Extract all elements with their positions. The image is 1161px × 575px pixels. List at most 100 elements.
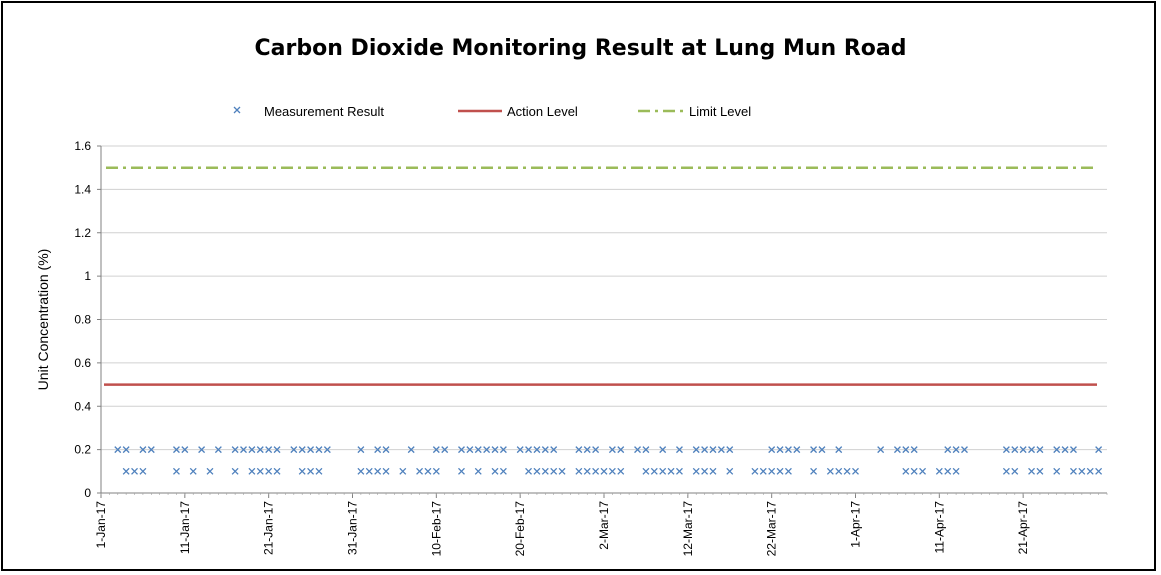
y-axis-label: Unit Concentration (%) (35, 249, 51, 391)
x-tick-label: 21-Apr-17 (1016, 501, 1030, 555)
measurement-point (365, 467, 373, 475)
measurement-point (139, 467, 147, 475)
measurement-point (1011, 446, 1019, 454)
measurement-point (256, 467, 264, 475)
measurement-point (265, 467, 273, 475)
measurement-point (759, 467, 767, 475)
measurement-point (810, 446, 818, 454)
measurement-point (583, 467, 591, 475)
measurement-point (776, 446, 784, 454)
measurement-point (541, 446, 549, 454)
measurement-point (399, 467, 407, 475)
measurement-point (525, 467, 533, 475)
measurement-point (692, 467, 700, 475)
measurement-point (466, 446, 474, 454)
measurement-point (1036, 446, 1044, 454)
measurement-point (131, 467, 138, 475)
y-tick-label: 1 (84, 269, 91, 283)
x-tick-label: 31-Jan-17 (346, 501, 360, 555)
measurement-point (826, 467, 834, 475)
measurement-point (835, 467, 843, 475)
measurement-point (122, 467, 130, 475)
measurement-point (189, 467, 197, 475)
measurement-point (382, 467, 390, 475)
measurement-point (709, 446, 717, 454)
measurement-point (231, 467, 239, 475)
measurement-point (315, 467, 323, 475)
measurement-point (902, 446, 910, 454)
measurement-point (701, 467, 709, 475)
measurement-point (458, 467, 465, 475)
measurement-point (441, 446, 449, 454)
x-tick-label: 11-Jan-17 (178, 501, 192, 554)
measurement-point (1036, 467, 1044, 475)
measurement-point (181, 446, 189, 454)
measurement-point (575, 467, 583, 475)
measurement-point (1070, 446, 1077, 454)
measurement-point (374, 467, 382, 475)
x-tick-label: 21-Jan-17 (262, 501, 276, 555)
legend-item-limit: Limit Level (636, 101, 751, 121)
measurement-point (474, 446, 482, 454)
measurement-point (1011, 467, 1019, 475)
measurement-point (424, 467, 432, 475)
measurement-point (416, 467, 424, 475)
measurement-point (793, 446, 801, 454)
measurement-point (290, 446, 298, 454)
measurement-point (374, 446, 382, 454)
measurement-point (608, 467, 616, 475)
measurement-point (768, 446, 776, 454)
measurement-point (877, 446, 885, 454)
y-tick-label: 0.8 (74, 313, 91, 327)
measurement-point (248, 446, 256, 454)
measurement-point (483, 446, 491, 454)
measurement-point (206, 467, 214, 475)
measurement-point (608, 446, 616, 454)
measurement-point (910, 446, 918, 454)
measurement-point (525, 446, 533, 454)
measurement-point (692, 446, 700, 454)
measurement-point (323, 446, 331, 454)
measurement-point (776, 467, 784, 475)
measurement-point (592, 446, 600, 454)
measurement-point (307, 446, 315, 454)
measurement-point (1095, 446, 1103, 454)
measurement-point (818, 446, 826, 454)
y-tick-label: 0.6 (74, 356, 91, 370)
measurement-point (139, 446, 147, 454)
measurement-point (1070, 467, 1077, 475)
measurement-point (835, 446, 843, 454)
measurement-point (172, 467, 180, 475)
measurement-point (701, 446, 709, 454)
measurement-point (1053, 467, 1061, 475)
measurement-point (214, 446, 222, 454)
measurement-point (952, 446, 960, 454)
measurement-point (122, 446, 130, 454)
measurement-point (583, 446, 591, 454)
measurement-point (491, 467, 499, 475)
chart-title: Carbon Dioxide Monitoring Result at Lung… (254, 36, 907, 61)
measurement-point (592, 467, 600, 475)
measurement-point (382, 446, 390, 454)
measurement-point (675, 446, 683, 454)
measurement-point (273, 467, 281, 475)
measurement-point (357, 467, 365, 475)
legend-label-measurement: Measurement Result (264, 103, 384, 119)
measurement-point (843, 467, 851, 475)
measurement-point (172, 446, 180, 454)
legend-line-dashdot-icon (638, 109, 686, 113)
measurement-point (516, 446, 524, 454)
measurement-point (944, 446, 952, 454)
measurement-point (919, 467, 927, 475)
measurement-point (1086, 467, 1094, 475)
measurement-point (1061, 446, 1069, 454)
measurement-point (432, 467, 440, 475)
measurement-point (642, 467, 650, 475)
measurement-point (558, 467, 566, 475)
legend-label-limit: Limit Level (689, 103, 752, 119)
measurement-point (198, 446, 206, 454)
measurement-point (298, 446, 306, 454)
measurement-point (499, 446, 507, 454)
measurement-point (726, 467, 734, 475)
measurement-point (810, 467, 818, 475)
